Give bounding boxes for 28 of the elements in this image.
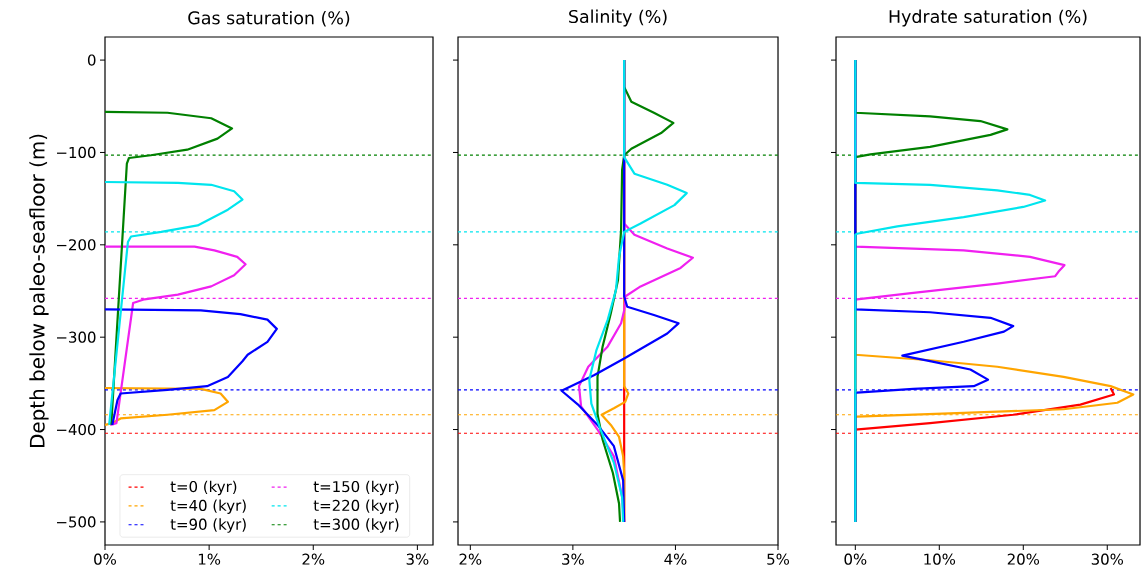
x-tick-label: 2% — [302, 553, 325, 565]
y-tick-label: −400 — [57, 423, 96, 436]
chart-title: Hydrate saturation (%) — [889, 9, 1087, 27]
x-tick-label: 10% — [924, 553, 956, 565]
y-tick-label: −200 — [57, 239, 96, 251]
x-tick-label: 3% — [562, 553, 584, 565]
x-tick-label: 30% — [1091, 553, 1124, 565]
legend-label: t=300 (kyr) — [313, 518, 399, 533]
y-tick-label: −500 — [57, 516, 96, 528]
legend-label: t=40 (kyr) — [170, 499, 246, 514]
chart-title: Gas saturation (%) — [188, 10, 350, 27]
x-tick-label: 1% — [198, 553, 221, 565]
y-tick-label: −100 — [57, 146, 96, 159]
x-tick-label: 0% — [844, 553, 867, 565]
x-tick-label: 0% — [94, 553, 117, 565]
y-tick-label: 0 — [87, 54, 96, 66]
x-tick-label: 4% — [664, 553, 687, 565]
x-tick-label: 5% — [767, 553, 790, 565]
chart-title: Salinity (%) — [569, 9, 667, 27]
legend-label: t=220 (kyr) — [313, 499, 399, 514]
legend-label: t=0 (kyr) — [170, 480, 237, 496]
x-tick-label: 2% — [459, 553, 482, 565]
y-tick-label: −300 — [57, 331, 96, 343]
legend-label: t=90 (kyr) — [170, 518, 246, 533]
x-tick-label: 20% — [1007, 553, 1040, 565]
y-axis-title: Depth below paleo-seafloor (m) — [29, 134, 49, 448]
legend-label: t=150 (kyr) — [313, 480, 399, 496]
x-tick-label: 3% — [406, 553, 429, 565]
